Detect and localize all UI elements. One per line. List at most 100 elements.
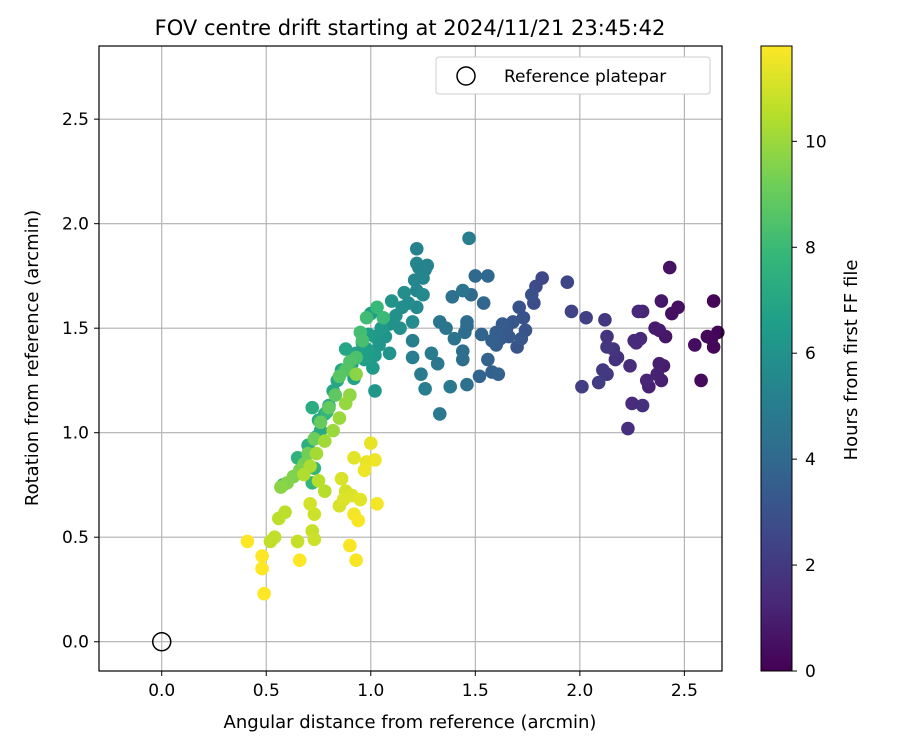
data-point	[370, 496, 384, 511]
data-point	[322, 400, 336, 415]
data-point	[481, 269, 495, 283]
data-point	[409, 241, 424, 256]
data-point	[274, 480, 288, 494]
data-point	[353, 492, 368, 507]
data-point	[338, 342, 353, 356]
data-point	[472, 369, 487, 384]
data-point	[257, 586, 271, 601]
colorbar-tick-label: 10	[805, 132, 827, 152]
y-tick-label: 1.0	[62, 424, 89, 444]
legend: Reference platepar	[435, 56, 711, 95]
y-tick-label: 2.5	[62, 110, 89, 130]
x-tick-label: 0.0	[148, 681, 175, 701]
colorbar-ticks: 0 2 4 6 8 10	[792, 132, 827, 682]
data-point	[414, 367, 428, 381]
data-point	[476, 296, 491, 310]
x-axis-label: Angular distance from reference (arcmin)	[224, 712, 597, 733]
data-point	[305, 400, 320, 415]
data-point	[370, 300, 384, 315]
y-tick-label: 1.5	[62, 319, 89, 339]
colorbar	[760, 45, 793, 672]
data-point	[376, 310, 391, 325]
scatter-points	[240, 231, 725, 601]
x-tick-label: 2.0	[566, 681, 593, 701]
data-point	[332, 411, 347, 425]
x-tick-label: 2.5	[671, 681, 698, 701]
data-point	[654, 294, 669, 308]
data-point	[338, 396, 353, 411]
data-point	[462, 231, 476, 246]
data-point	[405, 350, 420, 365]
data-point	[706, 294, 721, 308]
data-point	[313, 415, 328, 430]
data-point	[648, 321, 662, 335]
y-axis-label: Rotation from reference (arcmin)	[22, 210, 43, 506]
data-point	[355, 333, 370, 348]
data-point	[432, 407, 447, 421]
y-tick-label: 0.0	[62, 633, 89, 653]
data-point	[317, 434, 332, 448]
data-point	[407, 273, 422, 287]
data-point	[405, 315, 420, 329]
data-point	[424, 346, 439, 361]
colorbar-tick-label: 0	[805, 662, 816, 682]
data-point	[524, 287, 539, 302]
data-point	[311, 473, 326, 488]
colorbar-label: Hours from first FF file	[841, 260, 862, 461]
data-point	[652, 356, 667, 371]
data-point	[665, 306, 679, 321]
data-point	[627, 333, 641, 348]
data-point	[688, 338, 702, 352]
data-point	[255, 561, 269, 576]
data-point	[309, 446, 324, 461]
data-point	[357, 463, 372, 478]
data-point	[409, 256, 424, 271]
data-point	[393, 321, 407, 335]
data-point	[447, 331, 462, 346]
data-point	[307, 432, 322, 446]
data-point	[623, 359, 637, 373]
data-point	[621, 421, 635, 436]
legend-marker	[456, 66, 476, 86]
data-point	[579, 310, 593, 325]
data-point	[474, 327, 489, 342]
colorbar-tick-label: 6	[805, 344, 816, 364]
data-point	[351, 513, 366, 528]
data-point	[625, 396, 639, 411]
axes-frame	[98, 45, 723, 672]
data-point	[368, 453, 382, 467]
x-tick-label: 0.5	[253, 681, 280, 701]
data-point	[349, 553, 363, 568]
data-point	[349, 367, 363, 381]
data-point	[307, 507, 322, 522]
data-point	[491, 367, 506, 381]
data-point	[334, 471, 349, 486]
data-point	[363, 436, 378, 450]
data-point	[458, 325, 472, 340]
data-point	[512, 300, 527, 315]
data-point	[430, 356, 445, 371]
data-point	[326, 423, 340, 438]
data-point	[485, 333, 499, 348]
data-point	[384, 294, 399, 308]
data-point	[706, 340, 721, 354]
data-point	[455, 283, 470, 298]
data-point	[560, 275, 575, 290]
data-point	[420, 258, 435, 273]
data-point	[575, 379, 589, 394]
y-tick-label: 0.5	[62, 528, 89, 548]
data-point	[382, 346, 397, 361]
data-point	[292, 553, 307, 568]
data-point	[468, 269, 483, 283]
data-point	[303, 496, 317, 511]
data-point	[343, 538, 357, 553]
data-point	[455, 352, 470, 367]
data-point	[700, 329, 715, 344]
legend-box	[435, 56, 711, 95]
data-point	[416, 287, 430, 302]
data-point	[650, 367, 664, 381]
data-point	[591, 375, 606, 390]
data-point	[516, 310, 531, 325]
